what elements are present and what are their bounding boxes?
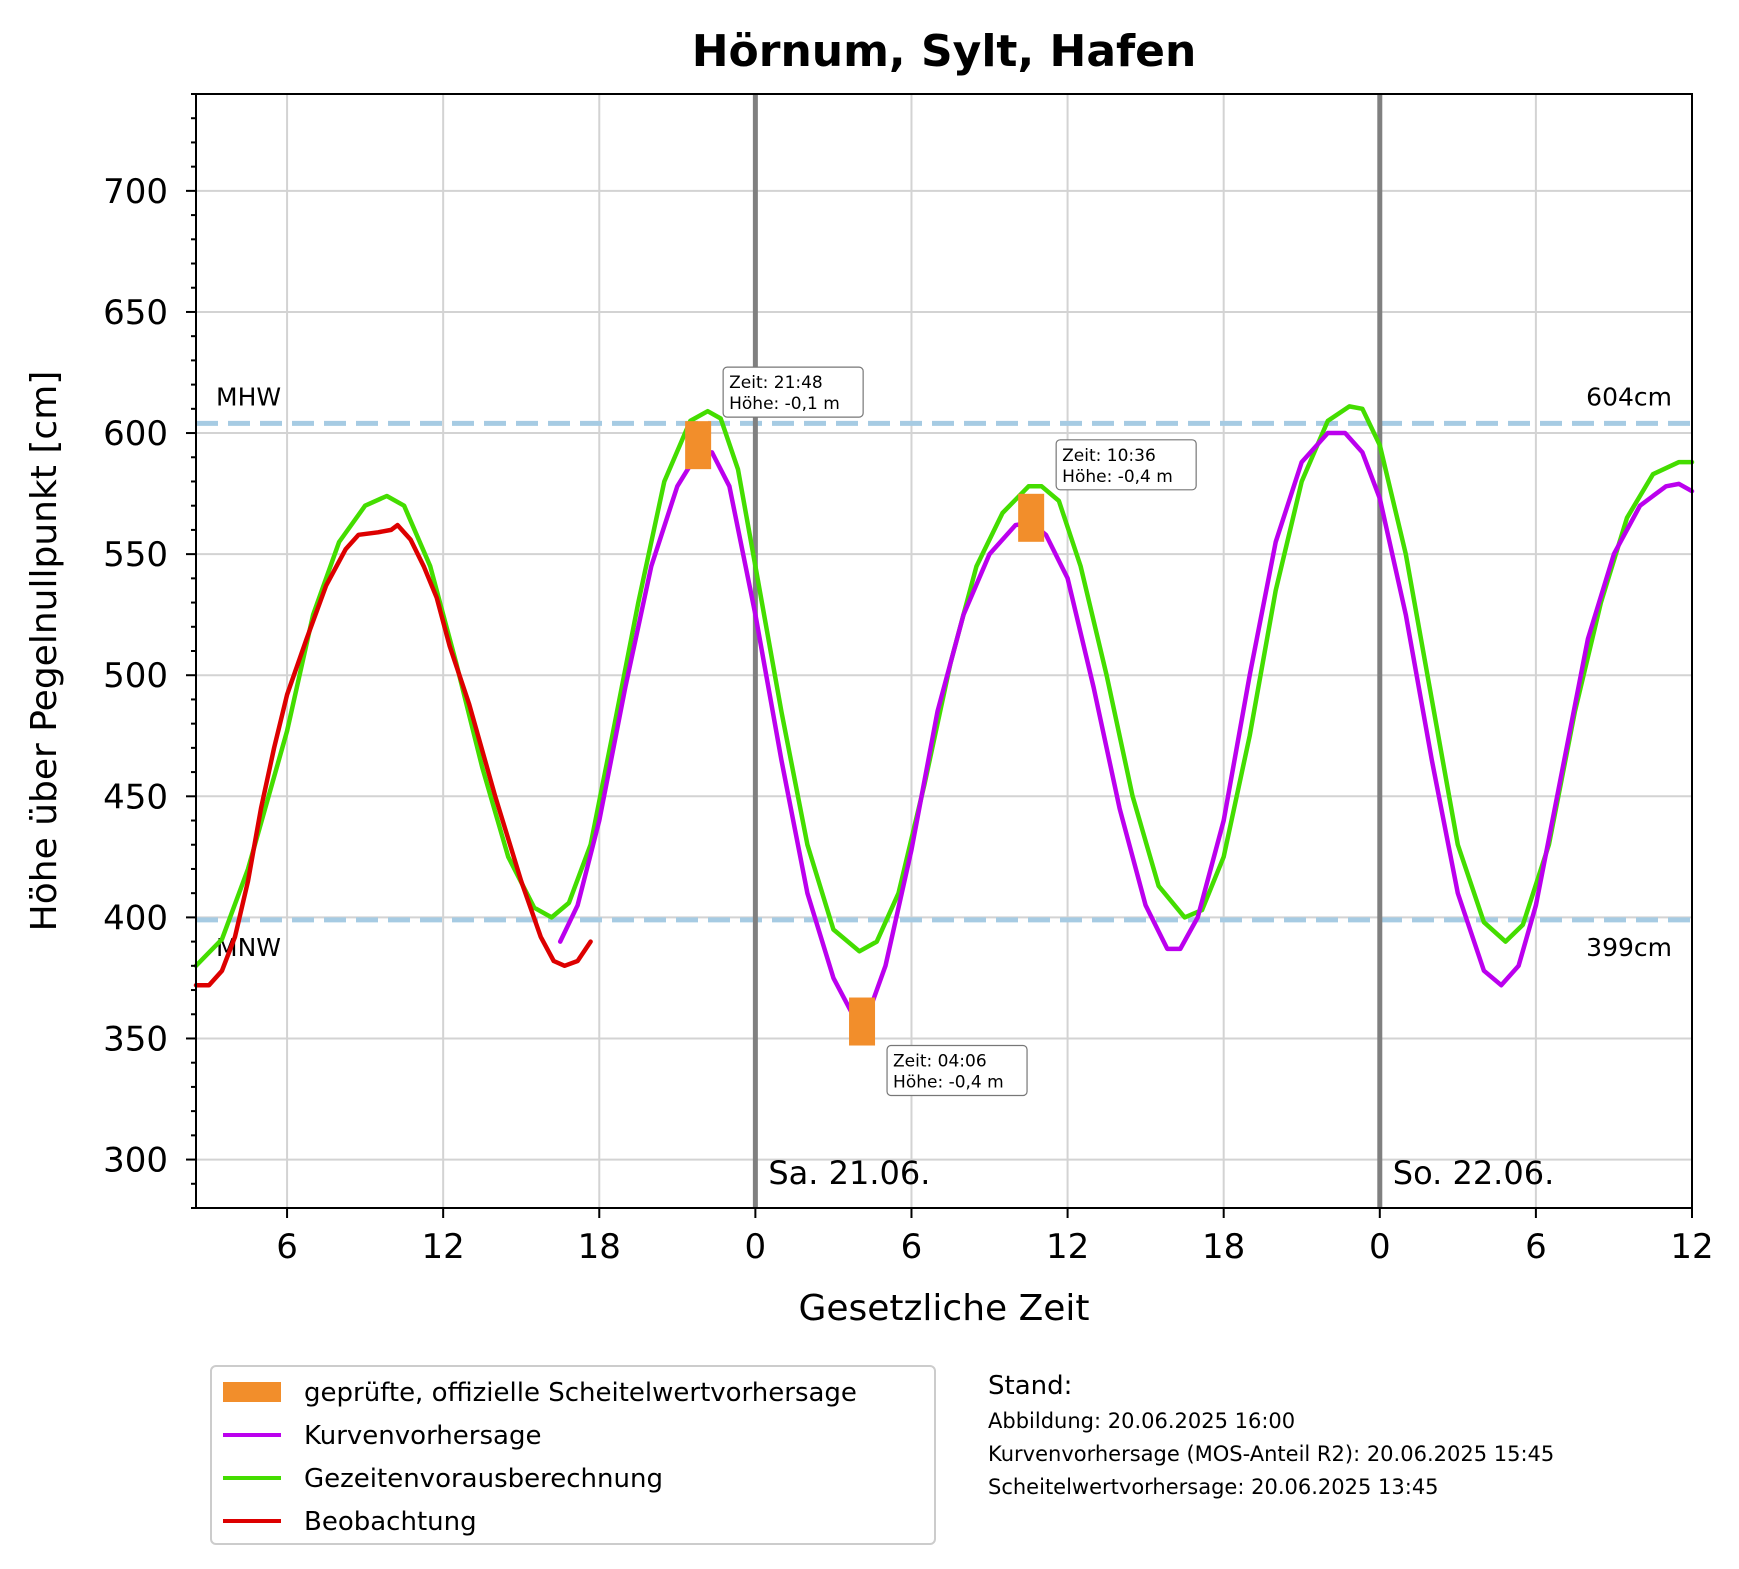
series-line-kurvenvorhersage	[557, 430, 1695, 1022]
y-tick-label: 600	[103, 414, 168, 454]
peak-annotation-box	[886, 1044, 1028, 1097]
peak-annotation-height: Höhe: -0,4 m	[1062, 467, 1173, 487]
day-markers: Sa. 21.06. So. 22.06.	[752, 94, 1554, 1208]
y-tick-label: 400	[103, 898, 168, 938]
peak-annotation-time: Zeit: 04:06	[893, 1052, 987, 1072]
axes: 300 350 400 450 500 550 600 650 700 6 12 18 0 6 12 18 0 6…	[103, 93, 1714, 1267]
day-marker-label: So. 22.06.	[1393, 1154, 1554, 1192]
y-tick-label: 300	[103, 1141, 168, 1181]
stand-line-kurvenvorhersage: Kurvenvorhersage (MOS-Anteil R2): 20.06.…	[988, 1442, 1554, 1466]
legend-box	[210, 1365, 936, 1545]
grid	[196, 94, 1693, 1208]
x-tick-label: 18	[1202, 1227, 1245, 1267]
plot-frame	[195, 93, 1693, 1209]
reference-right-label: 604cm	[1586, 382, 1672, 411]
x-tick-label: 12	[1046, 1227, 1089, 1267]
stand-info: Stand: Abbildung: 20.06.2025 16:00 Kurve…	[988, 1371, 1554, 1499]
stand-line-abbildung: Abbildung: 20.06.2025 16:00	[988, 1409, 1295, 1433]
chart-title: Hörnum, Sylt, Hafen	[692, 26, 1197, 77]
x-tick-label: 12	[1670, 1227, 1713, 1267]
x-tick-label: 6	[901, 1227, 923, 1267]
y-tick-label: 450	[103, 777, 168, 817]
legend: geprüfte, offizielle Scheitelwertvorhers…	[210, 1365, 936, 1545]
x-tick-label: 0	[1369, 1227, 1391, 1267]
peak-forecast-marker	[685, 421, 712, 470]
x-tick-label: 6	[276, 1227, 298, 1267]
x-axis-label: Gesetzliche Zeit	[798, 1288, 1089, 1329]
peak-forecast-marker	[1018, 493, 1045, 542]
y-tick-label: 350	[103, 1019, 168, 1059]
y-tick-label: 650	[103, 293, 168, 333]
legend-label-beobachtung: Beobachtung	[304, 1507, 477, 1537]
x-tick-label: 18	[578, 1227, 621, 1267]
peak-annotation-box	[1055, 439, 1197, 491]
legend-label-kurvenvorhersage: Kurvenvorhersage	[304, 1421, 541, 1451]
y-tick-label: 700	[103, 172, 168, 212]
peak-annotation-time: Zeit: 10:36	[1062, 446, 1156, 466]
x-tick-label: 12	[422, 1227, 465, 1267]
peak-annotation-height: Höhe: -0,1 m	[729, 394, 840, 414]
x-tick-label: 6	[1525, 1227, 1547, 1267]
series-lines	[193, 404, 1695, 1022]
day-marker-label: Sa. 21.06.	[768, 1154, 930, 1192]
y-tick-label: 500	[103, 656, 168, 696]
series-line-beobachtung	[193, 522, 593, 988]
y-tick-label: 550	[103, 535, 168, 575]
legend-swatch-peak-forecast	[223, 1382, 281, 1402]
peak-annotation-height: Höhe: -0,4 m	[893, 1073, 1004, 1093]
peak-forecast-marker	[849, 997, 876, 1046]
reference-right-label: 399cm	[1586, 933, 1672, 962]
x-tick-label: 0	[745, 1227, 767, 1267]
y-axis-label: Höhe über Pegelnullpunkt [cm]	[24, 371, 65, 932]
peak-annotation-time: Zeit: 21:48	[729, 373, 823, 393]
stand-title: Stand:	[988, 1371, 1072, 1401]
legend-label-peak-forecast: geprüfte, offizielle Scheitelwertvorhers…	[304, 1378, 857, 1408]
reference-left-label: MHW	[216, 382, 281, 411]
stand-line-scheitelwert: Scheitelwertvorhersage: 20.06.2025 13:45	[988, 1475, 1439, 1499]
legend-label-gezeitenvorausberechnung: Gezeitenvorausberechnung	[304, 1464, 663, 1494]
peak-annotation-box	[722, 366, 864, 418]
